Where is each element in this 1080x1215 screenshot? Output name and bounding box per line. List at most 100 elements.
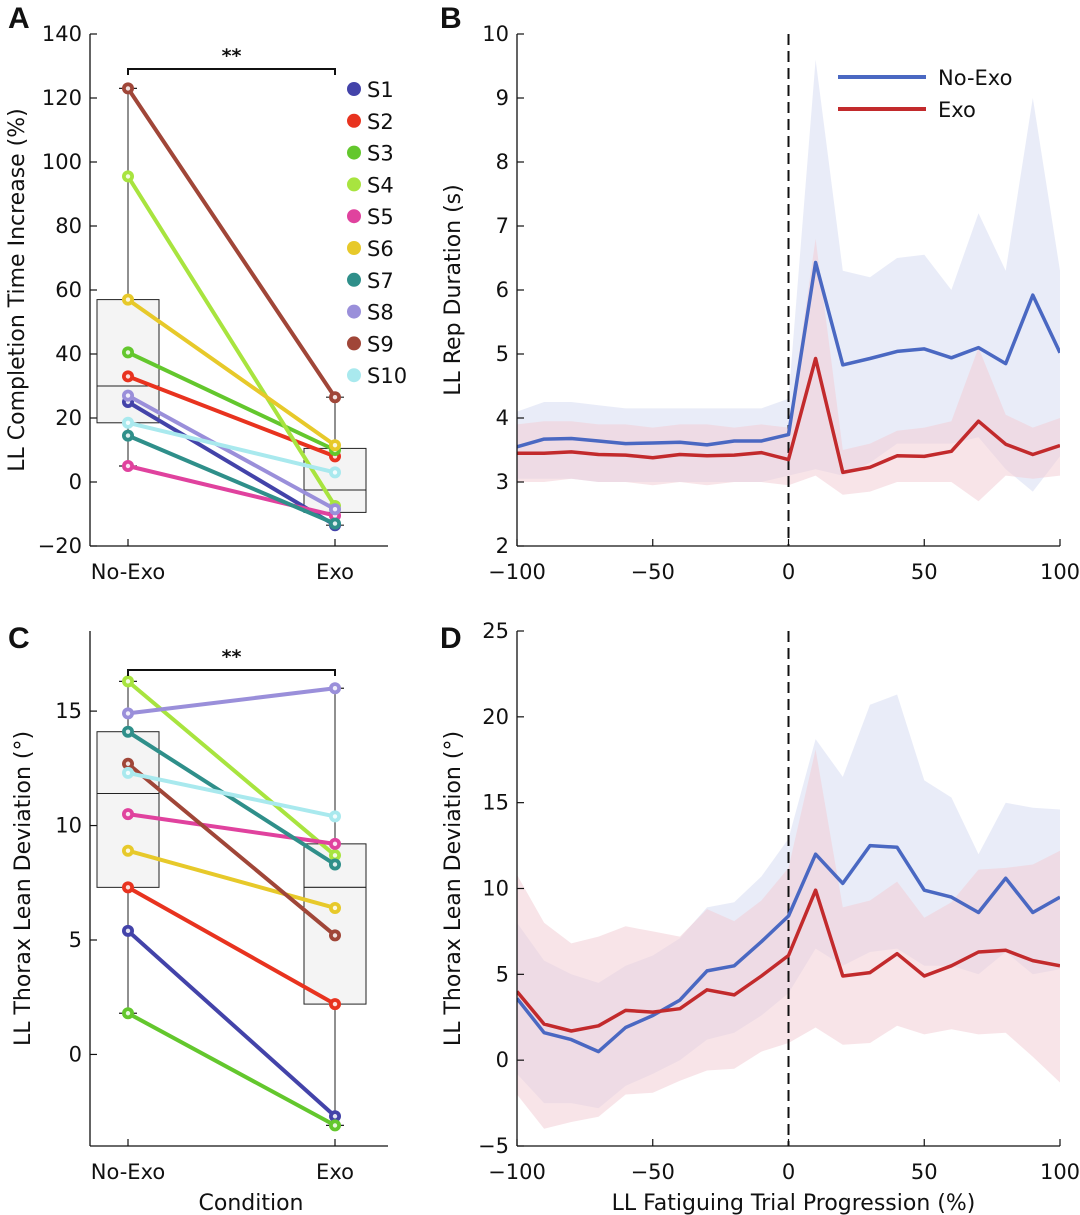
- y-tick-label: 9: [496, 86, 509, 110]
- y-tick-label: 20: [482, 705, 509, 729]
- box-iqr: [303, 843, 367, 1005]
- boxplot-exo: [303, 687, 367, 1127]
- legend-label: Exo: [938, 98, 976, 122]
- x-tick-label: 100: [1040, 1160, 1080, 1184]
- x-tick-label: No-Exo: [91, 1160, 165, 1184]
- subject-legend: S1 S2 S3 S4 S5 S6 S7 S8 S9 S10: [347, 78, 407, 388]
- subject-point-center: [332, 507, 338, 512]
- legend-marker: [347, 82, 361, 96]
- subject-point-center: [332, 470, 338, 475]
- subject-s6: [122, 844, 341, 914]
- subject-line: [126, 686, 337, 716]
- subject-point-center: [125, 350, 131, 355]
- x-tick-label: No-Exo: [91, 560, 165, 584]
- subject-point-center: [125, 848, 131, 853]
- y-axis-label: LL Completion Time Increase (%): [5, 108, 30, 472]
- legend-label: S5: [367, 205, 394, 229]
- legend-label: S1: [367, 78, 394, 102]
- subject-point-center: [125, 420, 131, 425]
- subject-line: [126, 812, 337, 846]
- legend-label: S3: [367, 142, 394, 166]
- subject-s10: [122, 766, 341, 823]
- subject-line: [126, 848, 337, 910]
- subject-s7: [122, 725, 341, 871]
- subject-s5: [122, 808, 341, 850]
- series-line-no-exo: [517, 843, 1060, 1054]
- y-tick-label: 8: [496, 150, 509, 174]
- y-tick-label: 40: [55, 342, 82, 366]
- subject-point-center: [332, 905, 338, 911]
- panel-letter-A: A: [8, 2, 30, 35]
- subject-line: [126, 1011, 337, 1128]
- y-tick-label: 25: [482, 619, 509, 643]
- subject-point-center: [332, 933, 338, 938]
- subject-point-center: [125, 711, 131, 716]
- y-tick-label: 4: [496, 406, 509, 430]
- y-axis-C: 0 5 10 15 LL Thorax Lean Deviation (°): [11, 631, 97, 1146]
- y-tick-label: 0: [496, 1048, 509, 1072]
- series-line-exo: [517, 356, 1060, 475]
- subject-line: [126, 729, 337, 867]
- legend-marker: [347, 336, 361, 351]
- subject-line: [126, 174, 337, 508]
- subject-line: [126, 297, 337, 448]
- subject-s8: [122, 389, 341, 516]
- panel-letter-C: C: [8, 622, 30, 655]
- x-axis-label: Condition: [199, 1191, 304, 1215]
- y-tick-label: 120: [42, 86, 82, 110]
- y-axis-label: LL Thorax Lean Deviation (°): [11, 731, 36, 1046]
- y-tick-label: −20: [38, 534, 82, 558]
- subject-point-center: [125, 1011, 131, 1016]
- x-axis-label: LL Fatiguing Trial Progression (%): [612, 1191, 976, 1215]
- x-tick-label: 50: [911, 1160, 938, 1184]
- subject-point-center: [125, 679, 131, 684]
- y-tick-label: 0: [69, 470, 82, 494]
- subject-point-center: [332, 862, 338, 867]
- subject-line: [126, 885, 337, 1007]
- x-tick-label: −100: [488, 1160, 546, 1184]
- legend-label: S2: [367, 110, 394, 134]
- subject-point-center: [332, 1001, 338, 1007]
- y-tick-label: 2: [496, 534, 509, 558]
- y-tick-label: 7: [496, 214, 509, 238]
- legend-marker: [347, 368, 361, 383]
- y-tick-label: 140: [42, 22, 82, 46]
- subject-line: [126, 770, 337, 819]
- y-tick-label: 20: [55, 406, 82, 430]
- legend-label: S7: [367, 269, 394, 293]
- series-line-exo: [517, 888, 1060, 1033]
- series-legend: No-Exo Exo: [838, 66, 1012, 122]
- subject-point-center: [125, 374, 131, 379]
- y-tick-label: 6: [496, 278, 509, 302]
- y-tick-label: 5: [496, 962, 509, 986]
- legend-marker: [347, 272, 361, 287]
- subject-s9: [122, 82, 341, 404]
- subject-line: [126, 400, 337, 528]
- y-tick-label: 10: [55, 814, 82, 838]
- x-tick-label: Exo: [316, 560, 354, 584]
- subject-point-center: [125, 86, 131, 91]
- subject-point-center: [332, 853, 338, 858]
- legend-marker: [347, 209, 361, 224]
- significance-label: **: [222, 45, 242, 67]
- subject-point-center: [332, 1123, 338, 1128]
- legend-label: No-Exo: [938, 66, 1012, 90]
- bracket-line: [127, 68, 336, 75]
- subject-point-center: [332, 395, 338, 400]
- y-tick-label: 80: [55, 214, 82, 238]
- subject-line: [126, 420, 337, 475]
- y-tick-label: 5: [496, 342, 509, 366]
- x-tick-label: −100: [488, 560, 546, 584]
- x-tick-label: −50: [631, 1160, 675, 1184]
- significance-bracket: **: [127, 646, 336, 676]
- subject-line: [126, 374, 337, 459]
- plot-area-B: [517, 34, 1060, 546]
- x-tick-label: 0: [782, 560, 795, 584]
- y-axis-label: LL Rep Duration (s): [441, 184, 466, 395]
- subject-s1: [122, 924, 341, 1123]
- legend-marker: [347, 177, 361, 192]
- subject-point-center: [332, 686, 338, 691]
- subject-point-center: [125, 174, 131, 179]
- subject-s8: [122, 682, 341, 720]
- subject-line: [126, 761, 337, 938]
